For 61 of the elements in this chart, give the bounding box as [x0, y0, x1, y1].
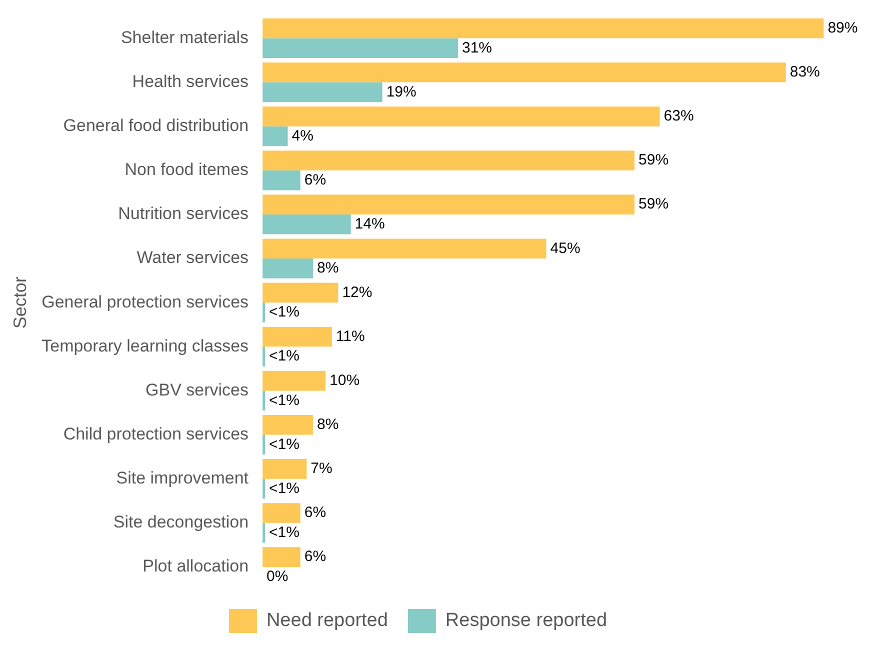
y-tick-label: Nutrition services	[118, 204, 249, 224]
data-label: 6%	[304, 548, 326, 566]
y-tick-label: Plot allocation	[142, 556, 249, 576]
y-tick-label: Health services	[132, 72, 249, 91]
legend-label: Need reported	[266, 610, 388, 632]
data-label: <1%	[269, 524, 300, 541]
data-label: 45%	[550, 240, 580, 257]
y-tick-label: Child protection services	[63, 424, 249, 444]
data-label: 4%	[292, 127, 314, 144]
data-label: 8%	[316, 416, 339, 434]
y-axis-title: Sector	[10, 276, 30, 329]
bar	[262, 370, 326, 391]
data-label: <1%	[269, 392, 300, 409]
bar	[262, 126, 288, 146]
legend-label: Response reported	[445, 610, 608, 632]
y-tick-label: GBV services	[146, 380, 249, 400]
bar	[262, 326, 332, 347]
data-label: 14%	[354, 216, 385, 233]
y-tick-label: Water services	[136, 248, 249, 268]
bar	[262, 459, 307, 479]
data-label: 7%	[310, 460, 332, 478]
y-tick-label: General protection services	[42, 292, 249, 312]
data-label: 19%	[386, 83, 416, 100]
bar	[262, 62, 786, 82]
y-tick-label: Temporary learning classes	[42, 336, 249, 356]
bar	[262, 150, 635, 170]
bar	[262, 282, 338, 303]
data-label: 83%	[790, 64, 820, 81]
bar	[262, 503, 300, 523]
data-label: 0%	[266, 568, 288, 586]
bar	[262, 214, 351, 234]
y-tick-label: Site decongestion	[113, 512, 249, 532]
y-tick-label: Site improvement	[116, 468, 249, 488]
data-label: 6%	[304, 171, 326, 188]
data-label: <1%	[269, 480, 300, 497]
bar	[262, 547, 300, 567]
bar	[262, 18, 824, 38]
data-label: 8%	[316, 260, 339, 277]
data-label: 31%	[462, 39, 492, 56]
bar	[262, 258, 313, 278]
data-label: 59%	[638, 196, 669, 213]
data-label: 59%	[638, 152, 669, 169]
data-label: 11%	[336, 328, 365, 345]
y-tick-label: Non food itemes	[124, 160, 249, 180]
bar	[262, 414, 313, 435]
data-label: <1%	[269, 348, 300, 365]
data-label: 10%	[330, 372, 360, 389]
y-tick-label: General food distribution	[63, 116, 249, 136]
bar	[262, 170, 300, 190]
data-label: 63%	[664, 108, 694, 125]
y-tick-label: Shelter materials	[120, 28, 249, 47]
bar	[262, 38, 458, 58]
data-label: 89%	[828, 19, 858, 36]
data-label: <1%	[269, 436, 300, 453]
bar	[262, 238, 546, 259]
data-label: 6%	[304, 504, 326, 522]
bar	[262, 82, 382, 102]
data-label: <1%	[269, 304, 300, 321]
bar	[262, 106, 660, 126]
data-label: 12%	[342, 284, 372, 301]
bar	[262, 194, 635, 214]
